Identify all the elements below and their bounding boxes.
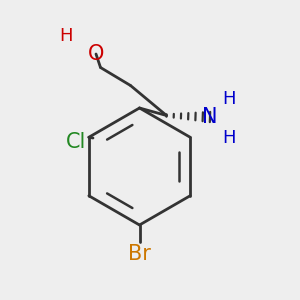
Text: Cl: Cl (66, 133, 87, 152)
Text: Br: Br (128, 244, 151, 263)
Text: H: H (223, 90, 236, 108)
Text: H: H (223, 129, 236, 147)
Text: H: H (59, 27, 73, 45)
Text: N: N (202, 107, 218, 127)
Text: O: O (88, 44, 104, 64)
